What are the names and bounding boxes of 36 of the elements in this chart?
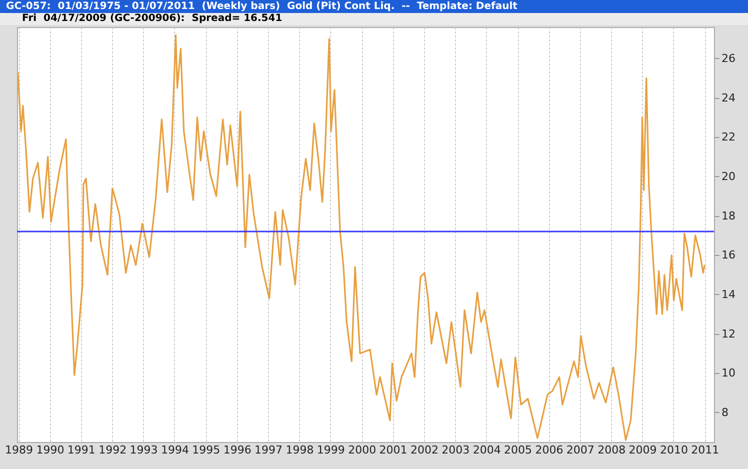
- x-tick-label: 2005: [504, 444, 532, 456]
- x-tick-label: 1996: [223, 444, 252, 456]
- y-tick-label: 26: [722, 52, 736, 65]
- y-tick-label: 24: [722, 91, 736, 104]
- x-tick-label: 1989: [5, 444, 34, 456]
- y-tick-label: 20: [722, 170, 736, 183]
- x-tick-label: 2001: [379, 444, 408, 456]
- x-tick-label: 2007: [566, 444, 594, 456]
- y-tick-label: 10: [722, 366, 736, 380]
- x-tick-label: 1997: [254, 444, 283, 456]
- line-series: [17, 34, 706, 441]
- x-tick-label: 2003: [442, 444, 470, 456]
- x-tick-label: 1998: [286, 444, 314, 456]
- x-tick-label: 2000: [348, 444, 376, 456]
- x-tick-label: 2008: [598, 444, 626, 456]
- y-tick-label: 22: [722, 130, 736, 144]
- x-tick-label: 1993: [130, 444, 158, 456]
- x-tick-label: 1994: [160, 444, 189, 456]
- x-tick-label: 2010: [660, 444, 688, 456]
- y-tick-label: 12: [722, 327, 736, 340]
- x-tick-label: 2004: [472, 444, 501, 456]
- x-tick-label: 2011: [691, 444, 720, 456]
- x-tick-label: 1990: [36, 444, 64, 456]
- x-tick-label: 2009: [628, 444, 657, 456]
- x-tick-label: 1992: [98, 444, 127, 456]
- x-tick-label: 1995: [192, 444, 220, 456]
- chart-title: GC-057: 01/03/1975 - 01/07/2011 (Weekly bars) Gold (Pit) Cont Liq. -- Template: Default: [0, 0, 748, 13]
- y-tick-label: 14: [722, 288, 736, 301]
- chart-subtitle: Fri 04/17/2009 (GC-200906): Spread= 16.541: [0, 13, 748, 25]
- x-tick-label: 2006: [535, 444, 564, 456]
- y-tick-label: 16: [722, 248, 736, 262]
- x-tick-label: 1991: [67, 444, 96, 456]
- x-tick-label: 2002: [410, 444, 438, 456]
- y-tick-label: 8: [722, 406, 728, 419]
- x-tick-label: 1999: [316, 444, 345, 456]
- y-tick-label: 18: [722, 209, 736, 222]
